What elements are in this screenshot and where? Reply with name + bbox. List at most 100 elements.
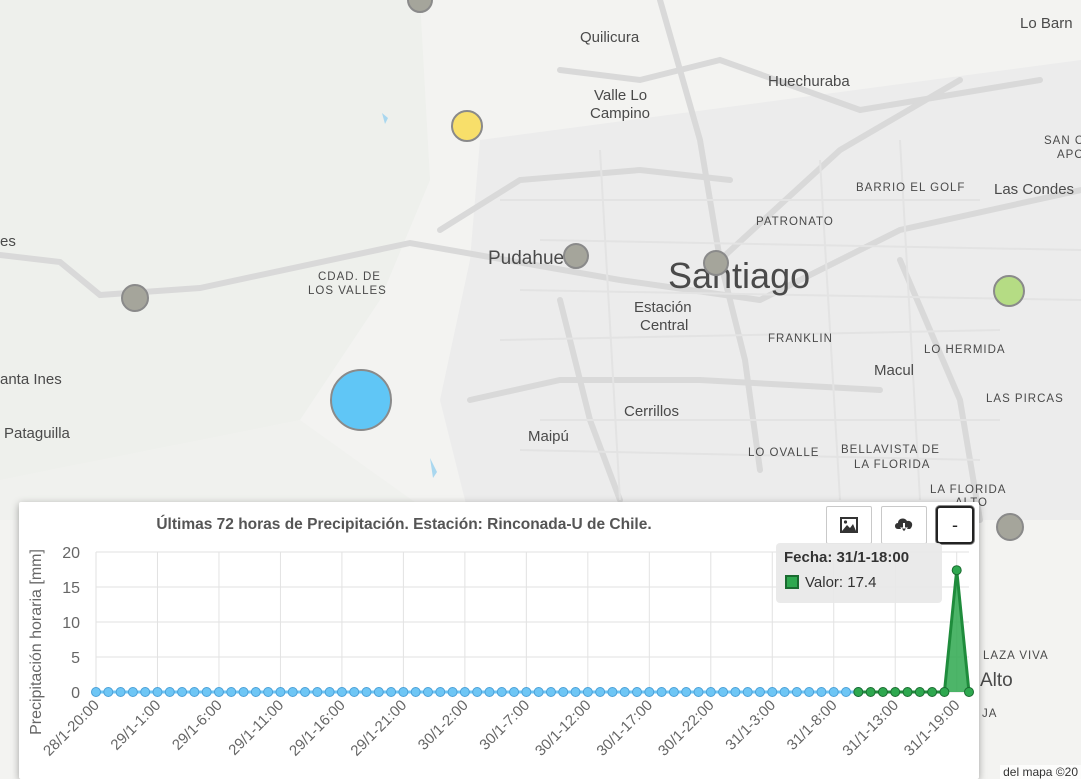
data-point[interactable] xyxy=(754,687,765,697)
data-point[interactable] xyxy=(115,687,126,697)
data-point[interactable] xyxy=(853,687,864,697)
x-tick-label: 30/1-17:00 xyxy=(593,697,656,760)
data-point[interactable] xyxy=(201,687,212,697)
data-point[interactable] xyxy=(91,687,101,697)
data-point[interactable] xyxy=(558,687,569,697)
data-point[interactable] xyxy=(681,687,692,697)
station-marker[interactable] xyxy=(451,110,483,142)
data-point[interactable] xyxy=(890,687,901,697)
data-point[interactable] xyxy=(226,687,237,697)
data-point[interactable] xyxy=(410,687,421,697)
data-point[interactable] xyxy=(324,687,335,697)
x-tick-label: 29/1-1:00 xyxy=(107,697,164,754)
data-point[interactable] xyxy=(718,687,729,697)
data-point[interactable] xyxy=(828,687,839,697)
map-label-santiago: Santiago xyxy=(668,255,810,296)
data-point[interactable] xyxy=(877,687,888,697)
data-point[interactable] xyxy=(595,687,606,697)
minimize-chart-button[interactable]: - xyxy=(936,506,974,544)
data-point[interactable] xyxy=(496,687,507,697)
data-point[interactable] xyxy=(619,687,630,697)
station-marker[interactable] xyxy=(996,513,1024,541)
data-point[interactable] xyxy=(177,687,188,697)
save-image-button[interactable] xyxy=(826,506,872,544)
data-point[interactable] xyxy=(435,687,446,697)
data-point[interactable] xyxy=(644,687,655,697)
data-point[interactable] xyxy=(964,687,974,697)
data-point[interactable] xyxy=(103,687,114,697)
data-point[interactable] xyxy=(816,687,827,697)
data-point[interactable] xyxy=(914,687,925,697)
data-point[interactable] xyxy=(275,687,286,697)
data-point[interactable] xyxy=(263,687,274,697)
data-point[interactable] xyxy=(632,687,643,697)
data-point[interactable] xyxy=(189,687,200,697)
cloud-download-icon xyxy=(895,518,913,533)
station-marker[interactable] xyxy=(121,284,149,312)
data-point[interactable] xyxy=(386,687,397,697)
x-tick-label: 30/1-22:00 xyxy=(655,697,718,760)
chart-panel: 0 5 10 15 20 28/1-20:00 29/1-1:00 29/1-6:00 29/1… xyxy=(19,502,979,779)
data-point[interactable] xyxy=(398,687,409,697)
data-point[interactable] xyxy=(705,687,716,697)
data-point[interactable] xyxy=(779,687,790,697)
data-point[interactable] xyxy=(656,687,667,697)
map-label-ja: JA xyxy=(982,708,997,720)
station-marker-selected[interactable] xyxy=(330,369,392,431)
data-point[interactable] xyxy=(238,687,249,697)
data-point[interactable] xyxy=(951,565,962,576)
map-label-las-pircas: LAS PIRCAS xyxy=(986,393,1064,405)
data-point[interactable] xyxy=(939,687,950,697)
data-point[interactable] xyxy=(213,687,224,697)
data-point[interactable] xyxy=(668,687,679,697)
chart-grid xyxy=(95,551,969,693)
data-point[interactable] xyxy=(509,687,520,697)
data-point[interactable] xyxy=(607,687,618,697)
data-point[interactable] xyxy=(804,687,815,697)
station-marker[interactable] xyxy=(703,250,729,276)
map-label-valle-lo: Valle Lo xyxy=(594,87,647,104)
data-point[interactable] xyxy=(742,687,753,697)
data-point[interactable] xyxy=(459,687,470,697)
data-point[interactable] xyxy=(693,687,704,697)
data-point[interactable] xyxy=(730,687,741,697)
data-point[interactable] xyxy=(164,687,175,697)
map-label-macul: Macul xyxy=(874,362,914,379)
data-point[interactable] xyxy=(349,687,360,697)
data-point[interactable] xyxy=(287,687,298,697)
data-point[interactable] xyxy=(140,687,151,697)
data-point[interactable] xyxy=(422,687,433,697)
data-point[interactable] xyxy=(152,687,163,697)
data-point[interactable] xyxy=(902,687,913,697)
data-point[interactable] xyxy=(336,687,347,697)
data-point[interactable] xyxy=(472,687,483,697)
data-point[interactable] xyxy=(361,687,372,697)
data-point[interactable] xyxy=(927,687,938,697)
y-tick-label: 5 xyxy=(71,650,80,667)
data-point[interactable] xyxy=(791,687,802,697)
station-marker[interactable] xyxy=(563,243,589,269)
x-tick-label: 29/1-6:00 xyxy=(169,697,226,754)
data-point[interactable] xyxy=(373,687,384,697)
data-point[interactable] xyxy=(582,687,593,697)
data-point[interactable] xyxy=(570,687,581,697)
data-point[interactable] xyxy=(447,687,458,697)
data-point[interactable] xyxy=(312,687,323,697)
station-marker[interactable] xyxy=(993,275,1025,307)
data-point[interactable] xyxy=(250,687,261,697)
data-point[interactable] xyxy=(533,687,544,697)
data-point[interactable] xyxy=(865,687,876,697)
station-marker[interactable] xyxy=(407,0,433,13)
data-point[interactable] xyxy=(841,687,852,697)
map-label-barrio-el-golf: BARRIO EL GOLF xyxy=(856,182,965,194)
data-point[interactable] xyxy=(521,687,532,697)
data-point[interactable] xyxy=(127,687,138,697)
data-point[interactable] xyxy=(767,687,778,697)
series-line-green xyxy=(858,570,971,694)
data-point[interactable] xyxy=(300,687,311,697)
x-tick-label: 31/1-3:00 xyxy=(722,697,779,754)
download-data-button[interactable] xyxy=(881,506,927,544)
chart-series xyxy=(91,565,974,697)
data-point[interactable] xyxy=(545,687,556,697)
data-point[interactable] xyxy=(484,687,495,697)
